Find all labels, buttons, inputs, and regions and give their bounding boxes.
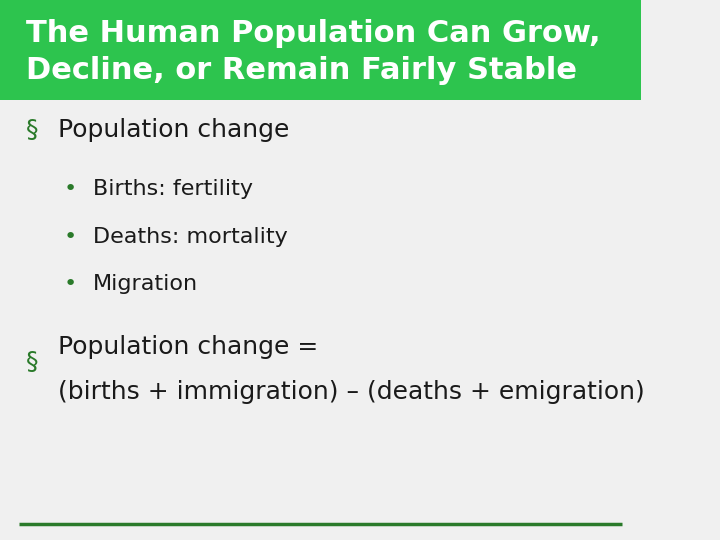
Text: Population change =: Population change = — [58, 335, 318, 359]
Text: Migration: Migration — [93, 274, 198, 294]
Text: Deaths: mortality: Deaths: mortality — [93, 226, 288, 247]
FancyBboxPatch shape — [0, 0, 641, 100]
Text: §: § — [26, 350, 38, 374]
Text: •: • — [64, 274, 77, 294]
Text: Population change: Population change — [58, 118, 289, 141]
Text: Births: fertility: Births: fertility — [93, 179, 253, 199]
Text: •: • — [64, 226, 77, 247]
Text: •: • — [64, 179, 77, 199]
Text: §: § — [26, 118, 38, 141]
Text: Decline, or Remain Fairly Stable: Decline, or Remain Fairly Stable — [26, 56, 577, 85]
Text: (births + immigration) – (deaths + emigration): (births + immigration) – (deaths + emigr… — [58, 380, 644, 403]
Text: The Human Population Can Grow,: The Human Population Can Grow, — [26, 19, 600, 48]
